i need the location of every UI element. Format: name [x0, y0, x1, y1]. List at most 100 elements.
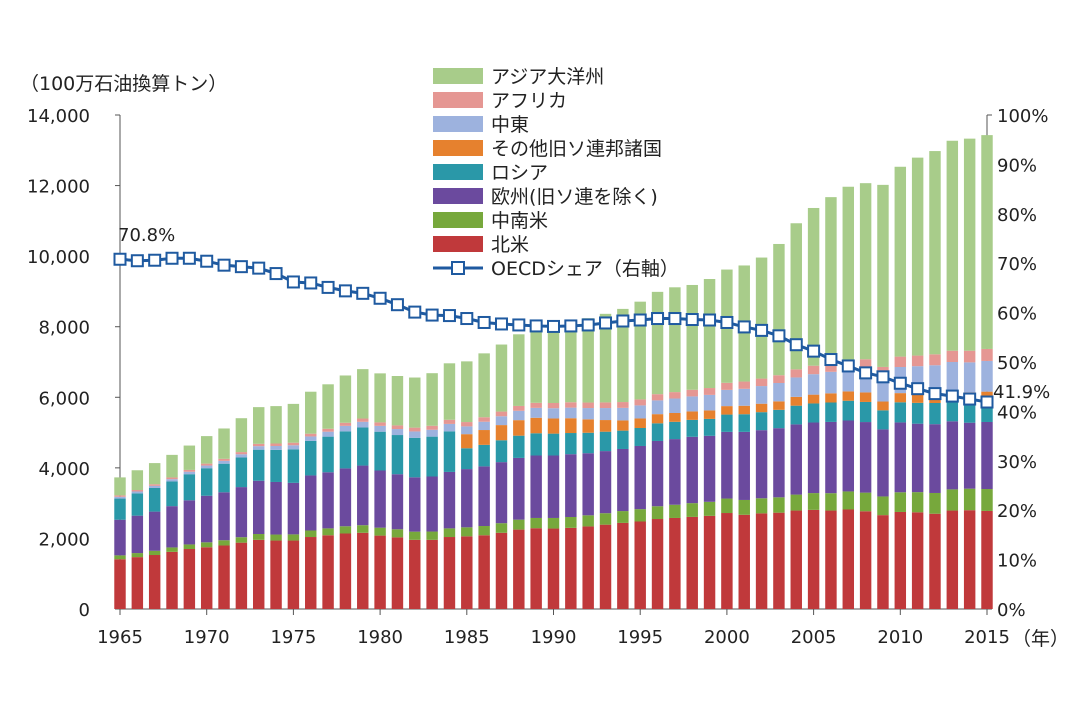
- x-tick-label: 2010: [877, 627, 923, 648]
- bar-segment: [426, 476, 438, 532]
- bar-segment: [599, 313, 612, 403]
- bar-segment: [339, 526, 352, 534]
- bar-segment: [461, 448, 473, 470]
- bar-segment: [859, 492, 872, 512]
- bar-segment: [599, 513, 612, 525]
- bar-segment: [409, 427, 421, 432]
- legend-label: その他旧ソ連邦諸国: [491, 138, 662, 160]
- y-tick-label: 2,000: [38, 529, 90, 550]
- bar-segment: [894, 511, 907, 609]
- legend-swatch: [433, 212, 483, 228]
- bar-segment: [183, 469, 196, 472]
- oecd-share-point: [373, 291, 387, 305]
- oecd-share-point: [148, 253, 162, 267]
- bar-segment: [339, 422, 352, 426]
- bar-segment: [443, 471, 456, 529]
- oecd-share-point: [668, 312, 682, 326]
- bar-segment: [859, 511, 872, 609]
- legend-swatch: [433, 92, 483, 108]
- bar-segment: [721, 414, 733, 432]
- bar-segment: [391, 429, 404, 436]
- bar-segment: [513, 457, 525, 520]
- bar-segment: [859, 392, 872, 402]
- bar-segment: [981, 510, 993, 609]
- legend-label: 中南米: [491, 210, 548, 232]
- y2-tick-label: 80%: [997, 205, 1037, 226]
- bar-segment: [305, 433, 317, 437]
- bar-segment: [738, 381, 750, 389]
- bar-segment: [339, 375, 352, 423]
- y2-tick-label: 90%: [997, 155, 1037, 176]
- bar-segment: [790, 424, 802, 495]
- oecd-share-point: [772, 329, 786, 343]
- bar-segment: [218, 492, 230, 541]
- bar-segment: [755, 257, 768, 379]
- bar-segment: [166, 551, 178, 609]
- bar-segment: [825, 421, 837, 494]
- bar-segment: [322, 428, 334, 432]
- bar-segment: [426, 531, 438, 540]
- oecd-share-point: [633, 313, 647, 327]
- bar-segment: [929, 151, 941, 355]
- bar-segment: [599, 451, 612, 514]
- bar-segment: [183, 471, 196, 475]
- oecd-share-point: [304, 276, 318, 290]
- bar-segment: [270, 406, 282, 444]
- x-tick-label: 1965: [97, 627, 143, 648]
- bar-segment: [911, 492, 924, 513]
- bar-segment: [651, 519, 664, 609]
- bar-segment: [547, 403, 560, 409]
- oecd-share-point: [581, 318, 595, 332]
- bar-segment: [443, 423, 456, 432]
- bar-segment: [981, 348, 993, 361]
- bar-segment: [478, 417, 490, 422]
- bar-segment: [530, 517, 542, 529]
- bar-segment: [131, 557, 144, 609]
- y-tick-label: 4,000: [38, 459, 90, 480]
- bar-segment: [426, 539, 438, 609]
- bar-segment: [686, 516, 698, 609]
- oecd-share-point: [130, 254, 144, 268]
- bar-segment: [252, 449, 265, 481]
- bar-segment: [478, 353, 490, 418]
- bar-segment: [478, 526, 490, 536]
- oecd-share-point: [390, 298, 404, 312]
- bar-segment: [513, 334, 525, 406]
- bar-segment: [842, 491, 855, 510]
- bar-segment: [218, 540, 230, 546]
- y-tick-label: 12,000: [27, 177, 90, 198]
- bar-segment: [807, 394, 820, 404]
- oecd-share-point: [893, 376, 907, 390]
- bar-segment: [911, 393, 924, 403]
- bar-segment: [773, 512, 785, 609]
- bar-segment: [287, 482, 300, 535]
- bar-segment: [166, 506, 178, 548]
- bar-segment: [305, 475, 317, 531]
- bar-segment: [495, 523, 508, 533]
- bar-segment: [773, 409, 785, 429]
- bar-segment: [842, 186, 855, 360]
- bar-segment: [790, 223, 802, 370]
- bar-segment: [547, 323, 560, 404]
- bar-segment: [252, 443, 265, 447]
- bar-segment: [755, 498, 768, 514]
- bar-segment: [148, 484, 161, 486]
- bar-segment: [755, 378, 768, 387]
- bar-segment: [131, 493, 144, 516]
- bar-segment: [877, 515, 889, 609]
- bar-segment: [651, 291, 664, 395]
- bar-segment: [617, 402, 629, 408]
- bar-segment: [252, 407, 265, 444]
- legend-swatch: [433, 236, 483, 252]
- bar-segment: [651, 506, 664, 520]
- bar-segment: [235, 457, 248, 488]
- bar-segment: [582, 402, 594, 409]
- bar-segment: [738, 431, 750, 500]
- bar-segment: [790, 396, 802, 406]
- bar-segment: [305, 436, 317, 441]
- oecd-share-point: [200, 254, 214, 268]
- bar-segment: [894, 492, 907, 512]
- bar-segment: [877, 410, 889, 430]
- bar-segment: [391, 435, 404, 475]
- bar-segment: [148, 511, 161, 551]
